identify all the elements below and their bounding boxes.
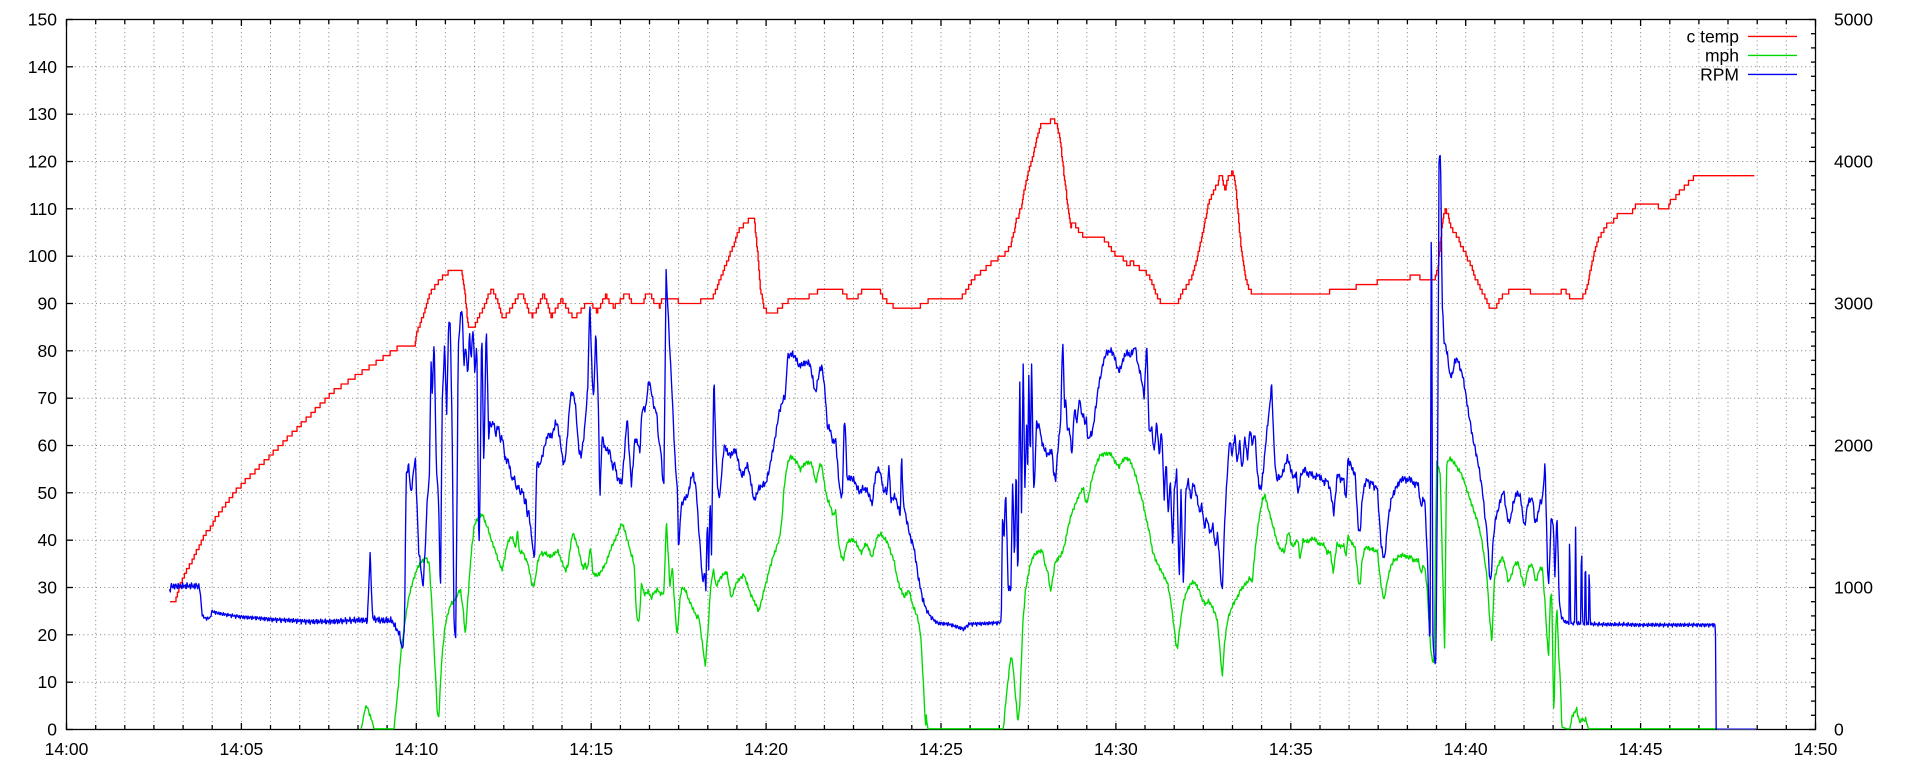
svg-text:60: 60 [38,436,58,456]
svg-text:14:50: 14:50 [1794,739,1838,759]
svg-text:14:25: 14:25 [919,739,963,759]
svg-text:0: 0 [1834,720,1844,740]
svg-text:14:10: 14:10 [394,739,438,759]
svg-text:RPM: RPM [1700,64,1739,84]
svg-text:0: 0 [47,720,57,740]
svg-text:3000: 3000 [1834,294,1873,314]
svg-text:150: 150 [28,10,57,30]
svg-text:c temp: c temp [1686,26,1739,46]
svg-text:120: 120 [28,152,57,172]
svg-text:50: 50 [38,483,58,503]
svg-text:1000: 1000 [1834,578,1873,598]
svg-text:14:15: 14:15 [569,739,613,759]
svg-text:30: 30 [38,578,58,598]
svg-text:14:35: 14:35 [1269,739,1313,759]
svg-text:14:30: 14:30 [1094,739,1138,759]
svg-text:mph: mph [1705,45,1739,65]
svg-text:90: 90 [38,294,58,314]
svg-text:110: 110 [29,199,57,219]
svg-text:2000: 2000 [1834,436,1873,456]
svg-text:14:05: 14:05 [220,739,264,759]
svg-text:20: 20 [38,625,58,645]
svg-text:14:45: 14:45 [1619,739,1663,759]
svg-text:10: 10 [38,672,58,692]
svg-text:130: 130 [28,104,57,124]
svg-text:14:20: 14:20 [744,739,788,759]
svg-text:14:00: 14:00 [45,739,89,759]
svg-text:100: 100 [28,246,57,266]
svg-text:70: 70 [38,388,58,408]
svg-text:5000: 5000 [1834,10,1873,30]
svg-text:40: 40 [38,530,58,550]
svg-text:140: 140 [28,57,57,77]
svg-text:80: 80 [38,341,58,361]
svg-text:4000: 4000 [1834,152,1873,172]
svg-text:14:40: 14:40 [1444,739,1488,759]
